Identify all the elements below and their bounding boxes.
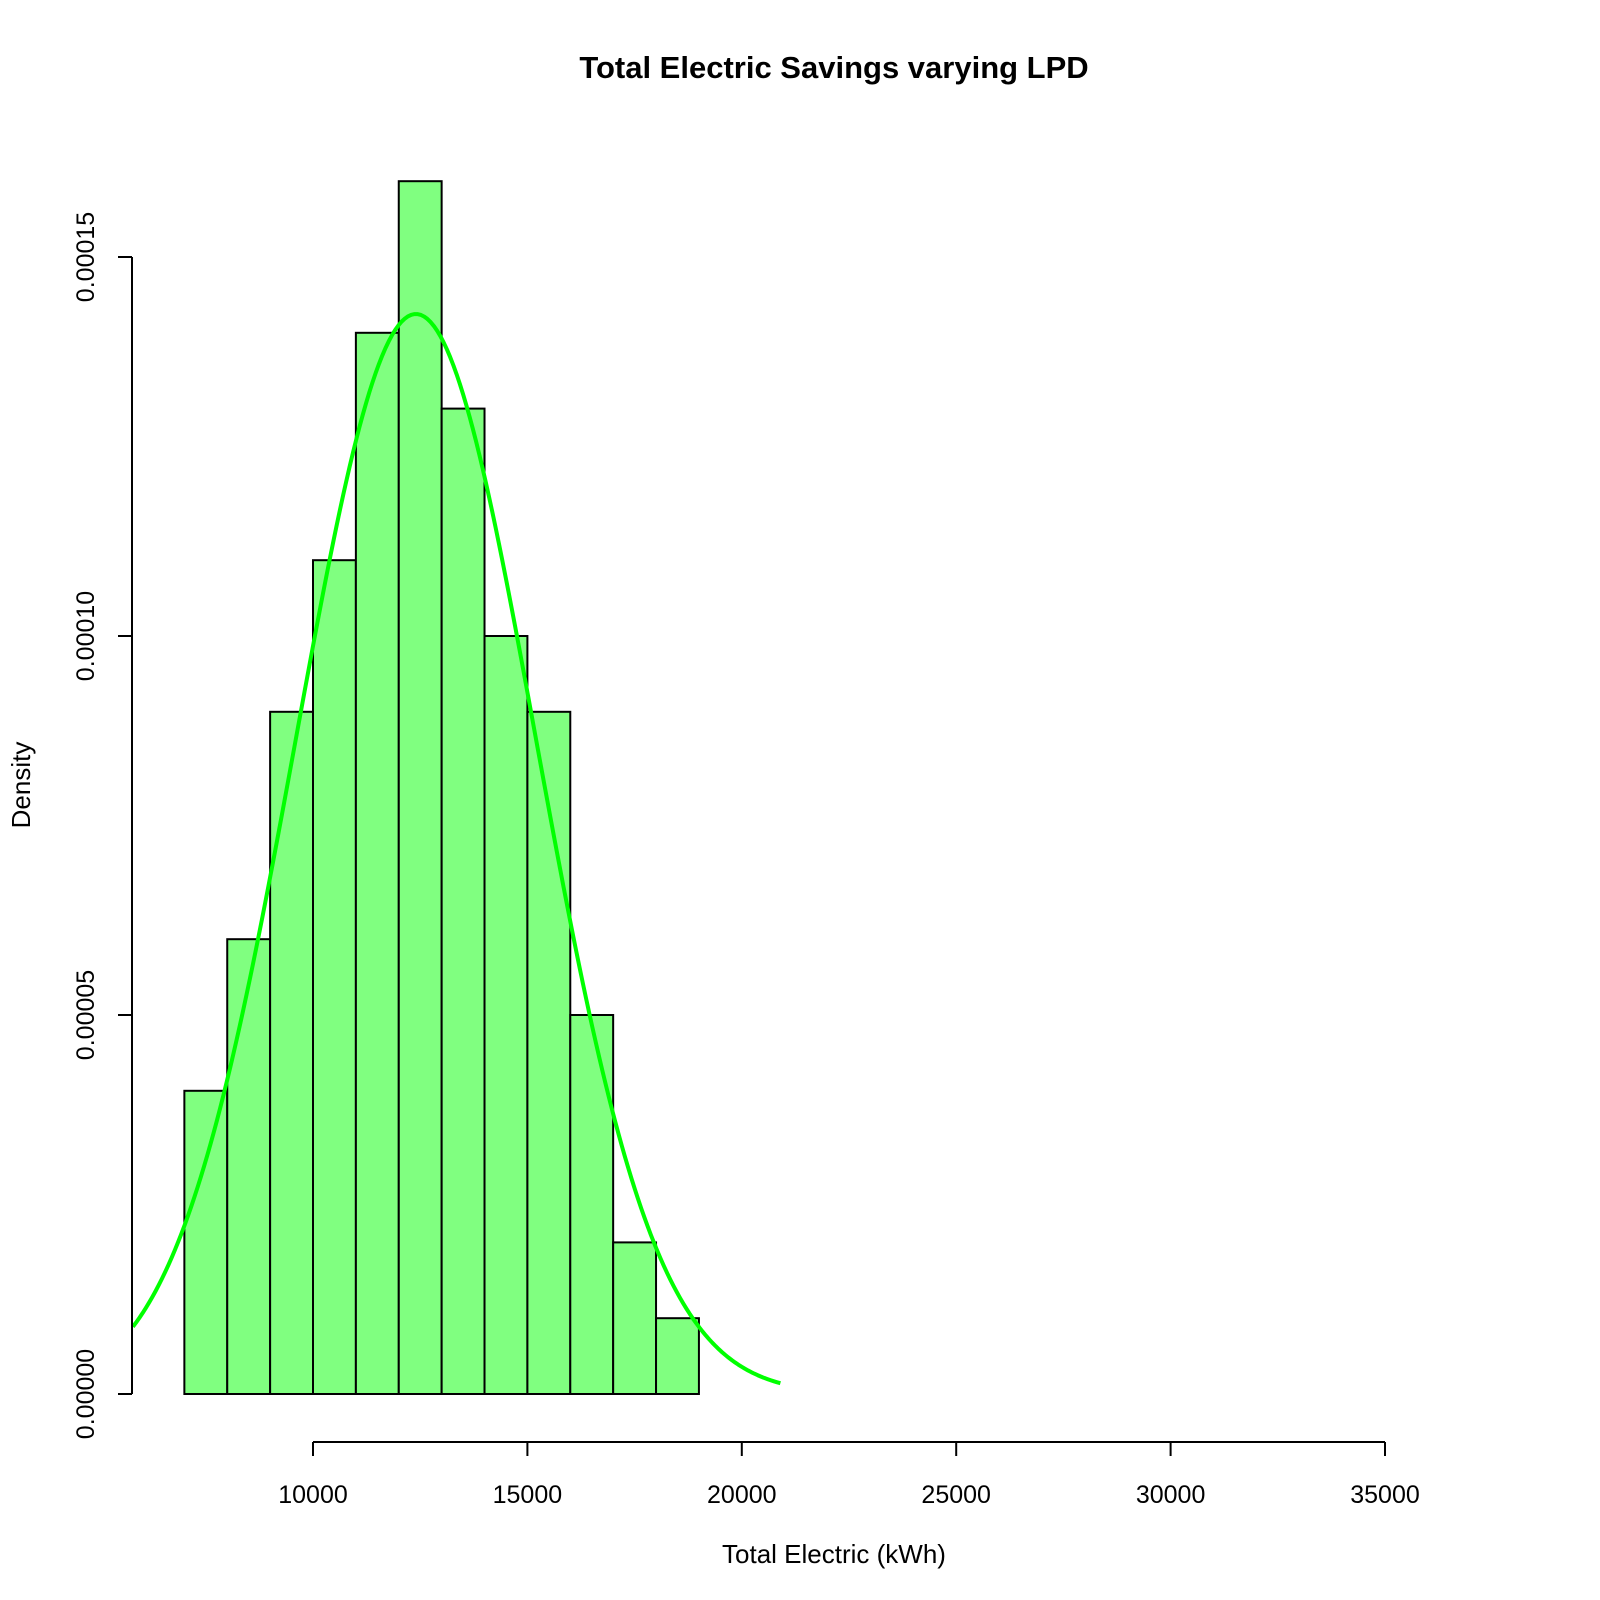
histogram-bar [226,938,272,1395]
histogram-bar [354,331,400,1395]
histogram-bar [612,1241,658,1396]
histogram-bar [655,1317,700,1395]
x-tick-label: 25000 [921,1481,991,1509]
chart-title: Total Electric Savings varying LPD [579,50,1088,85]
x-tick-label: 35000 [1350,1481,1420,1509]
histogram-bar [569,1014,615,1395]
histogram-bar [269,710,314,1395]
histogram-bar [183,1089,229,1396]
x-tick-label: 20000 [707,1481,777,1509]
y-tick-label: 0.00015 [72,212,100,302]
y-axis: 0.00000 0.00005 0.00010 0.00015 [72,212,133,1439]
y-tick-label: 0.00005 [72,970,100,1060]
histogram-bar [397,180,443,1396]
y-axis-label: Density [6,742,36,829]
x-tick-label: 10000 [278,1481,348,1509]
x-tick-label: 15000 [493,1481,563,1509]
x-tick-label: 30000 [1136,1481,1206,1509]
histogram-bar [526,710,572,1395]
histogram-bar [440,407,486,1396]
x-axis: 10000 15000 20000 25000 30000 35000 [278,1441,1420,1509]
y-tick-label: 0.00000 [72,1349,100,1439]
x-axis-label: Total Electric (kWh) [722,1539,946,1569]
y-tick-label: 0.00010 [72,591,100,681]
density-curve [131,312,781,1386]
histogram-bars [183,180,700,1396]
histogram-bar [312,559,357,1395]
histogram-bar [483,635,529,1395]
